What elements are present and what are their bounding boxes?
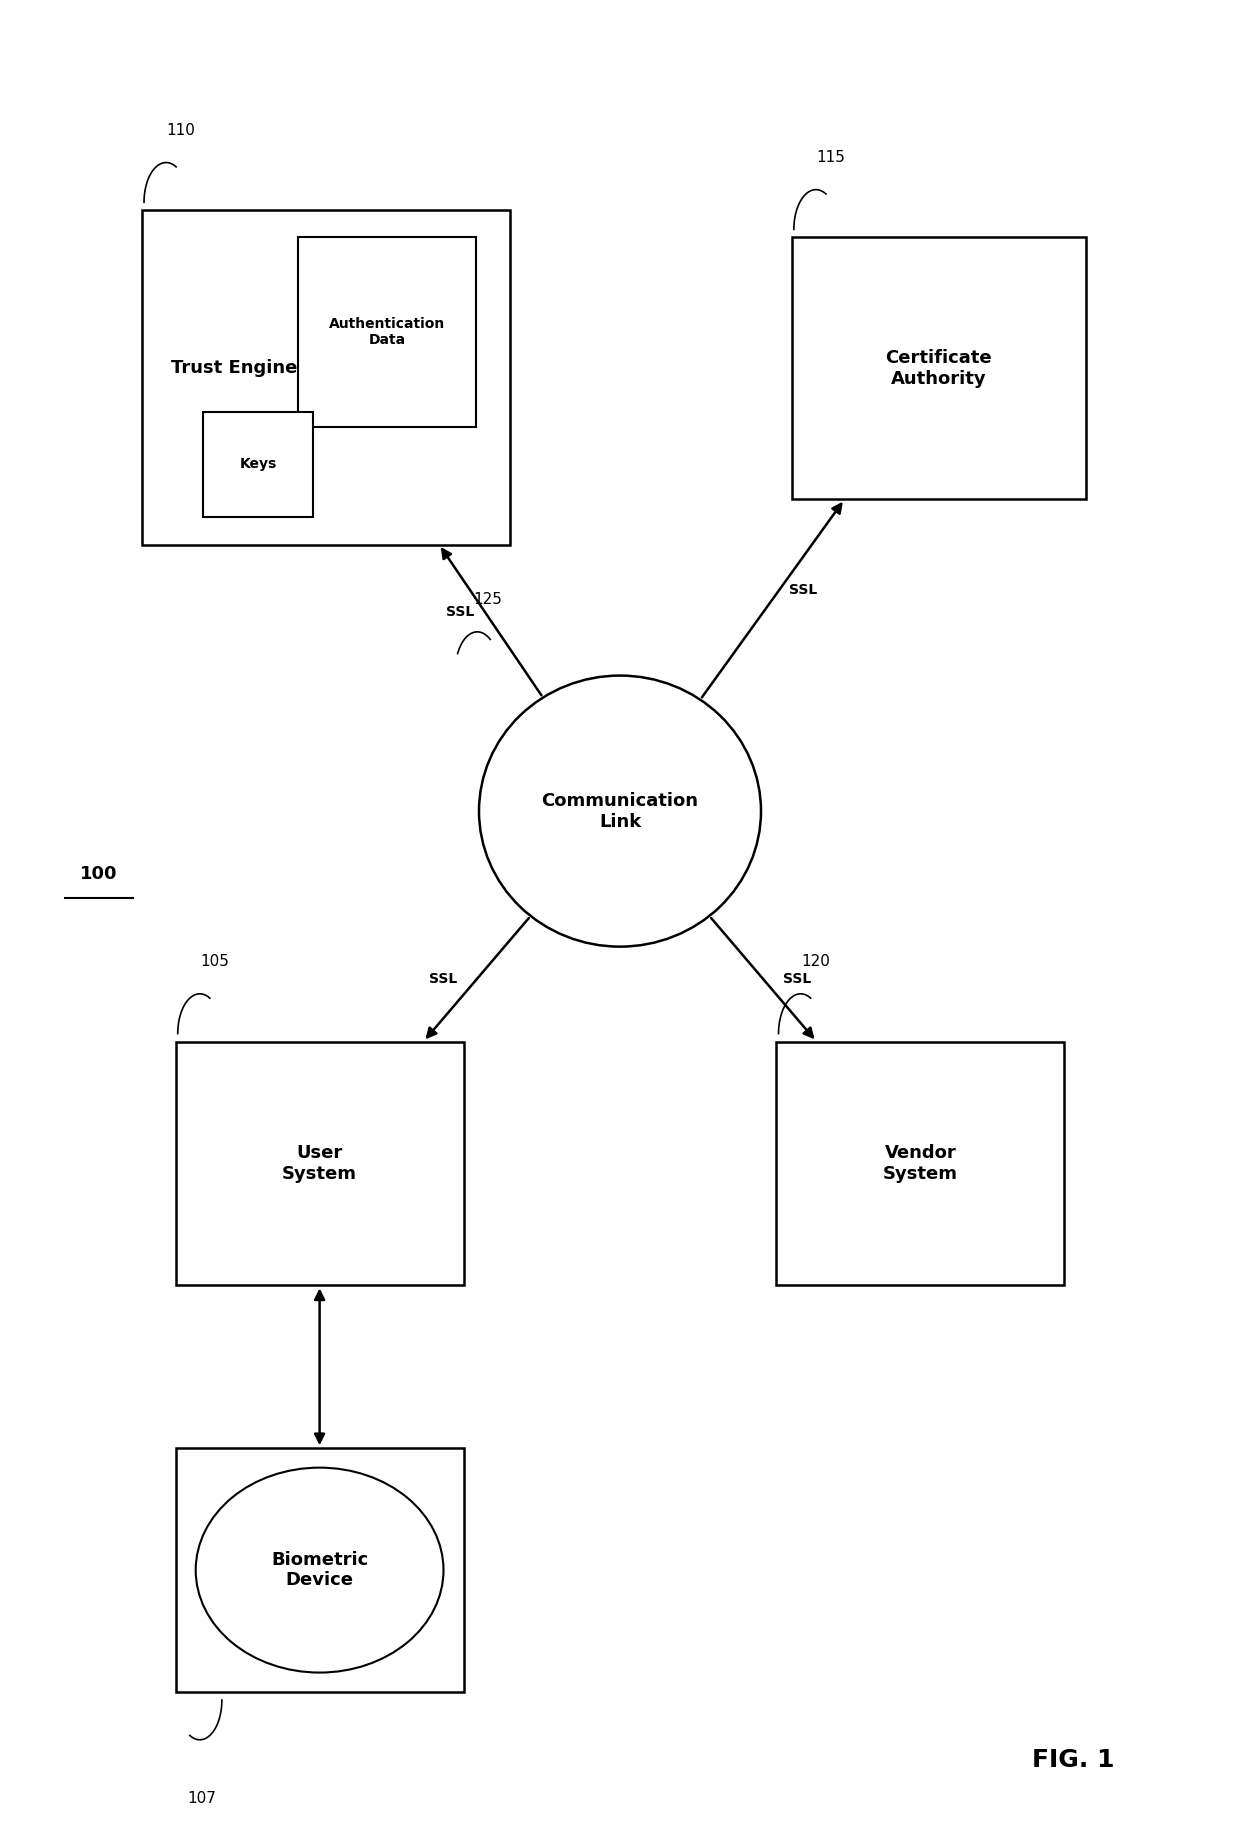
Text: Authentication
Data: Authentication Data <box>329 317 445 348</box>
Text: 125: 125 <box>472 592 502 606</box>
FancyBboxPatch shape <box>176 1448 464 1692</box>
FancyBboxPatch shape <box>203 412 314 517</box>
FancyBboxPatch shape <box>776 1042 1064 1286</box>
Text: 107: 107 <box>187 1792 217 1806</box>
Text: SSL: SSL <box>429 972 456 985</box>
Text: 120: 120 <box>801 954 830 969</box>
Ellipse shape <box>479 676 761 947</box>
FancyBboxPatch shape <box>791 237 1086 499</box>
Text: SSL: SSL <box>446 605 475 619</box>
Text: Certificate
Authority: Certificate Authority <box>885 350 992 388</box>
FancyBboxPatch shape <box>141 209 510 544</box>
Text: FIG. 1: FIG. 1 <box>1033 1748 1115 1772</box>
Text: Communication
Link: Communication Link <box>542 792 698 830</box>
Text: 105: 105 <box>200 954 229 969</box>
Ellipse shape <box>196 1468 444 1672</box>
FancyBboxPatch shape <box>176 1042 464 1286</box>
Text: Biometric
Device: Biometric Device <box>272 1551 368 1590</box>
Text: SSL: SSL <box>789 583 817 597</box>
Text: SSL: SSL <box>784 972 811 985</box>
Text: 115: 115 <box>816 149 844 166</box>
Text: Vendor
System: Vendor System <box>883 1144 957 1184</box>
FancyBboxPatch shape <box>298 237 476 428</box>
Text: User
System: User System <box>283 1144 357 1184</box>
Text: 100: 100 <box>81 865 118 883</box>
Text: Trust Engine: Trust Engine <box>171 359 296 377</box>
Text: 110: 110 <box>166 124 195 138</box>
Text: Keys: Keys <box>239 457 277 472</box>
